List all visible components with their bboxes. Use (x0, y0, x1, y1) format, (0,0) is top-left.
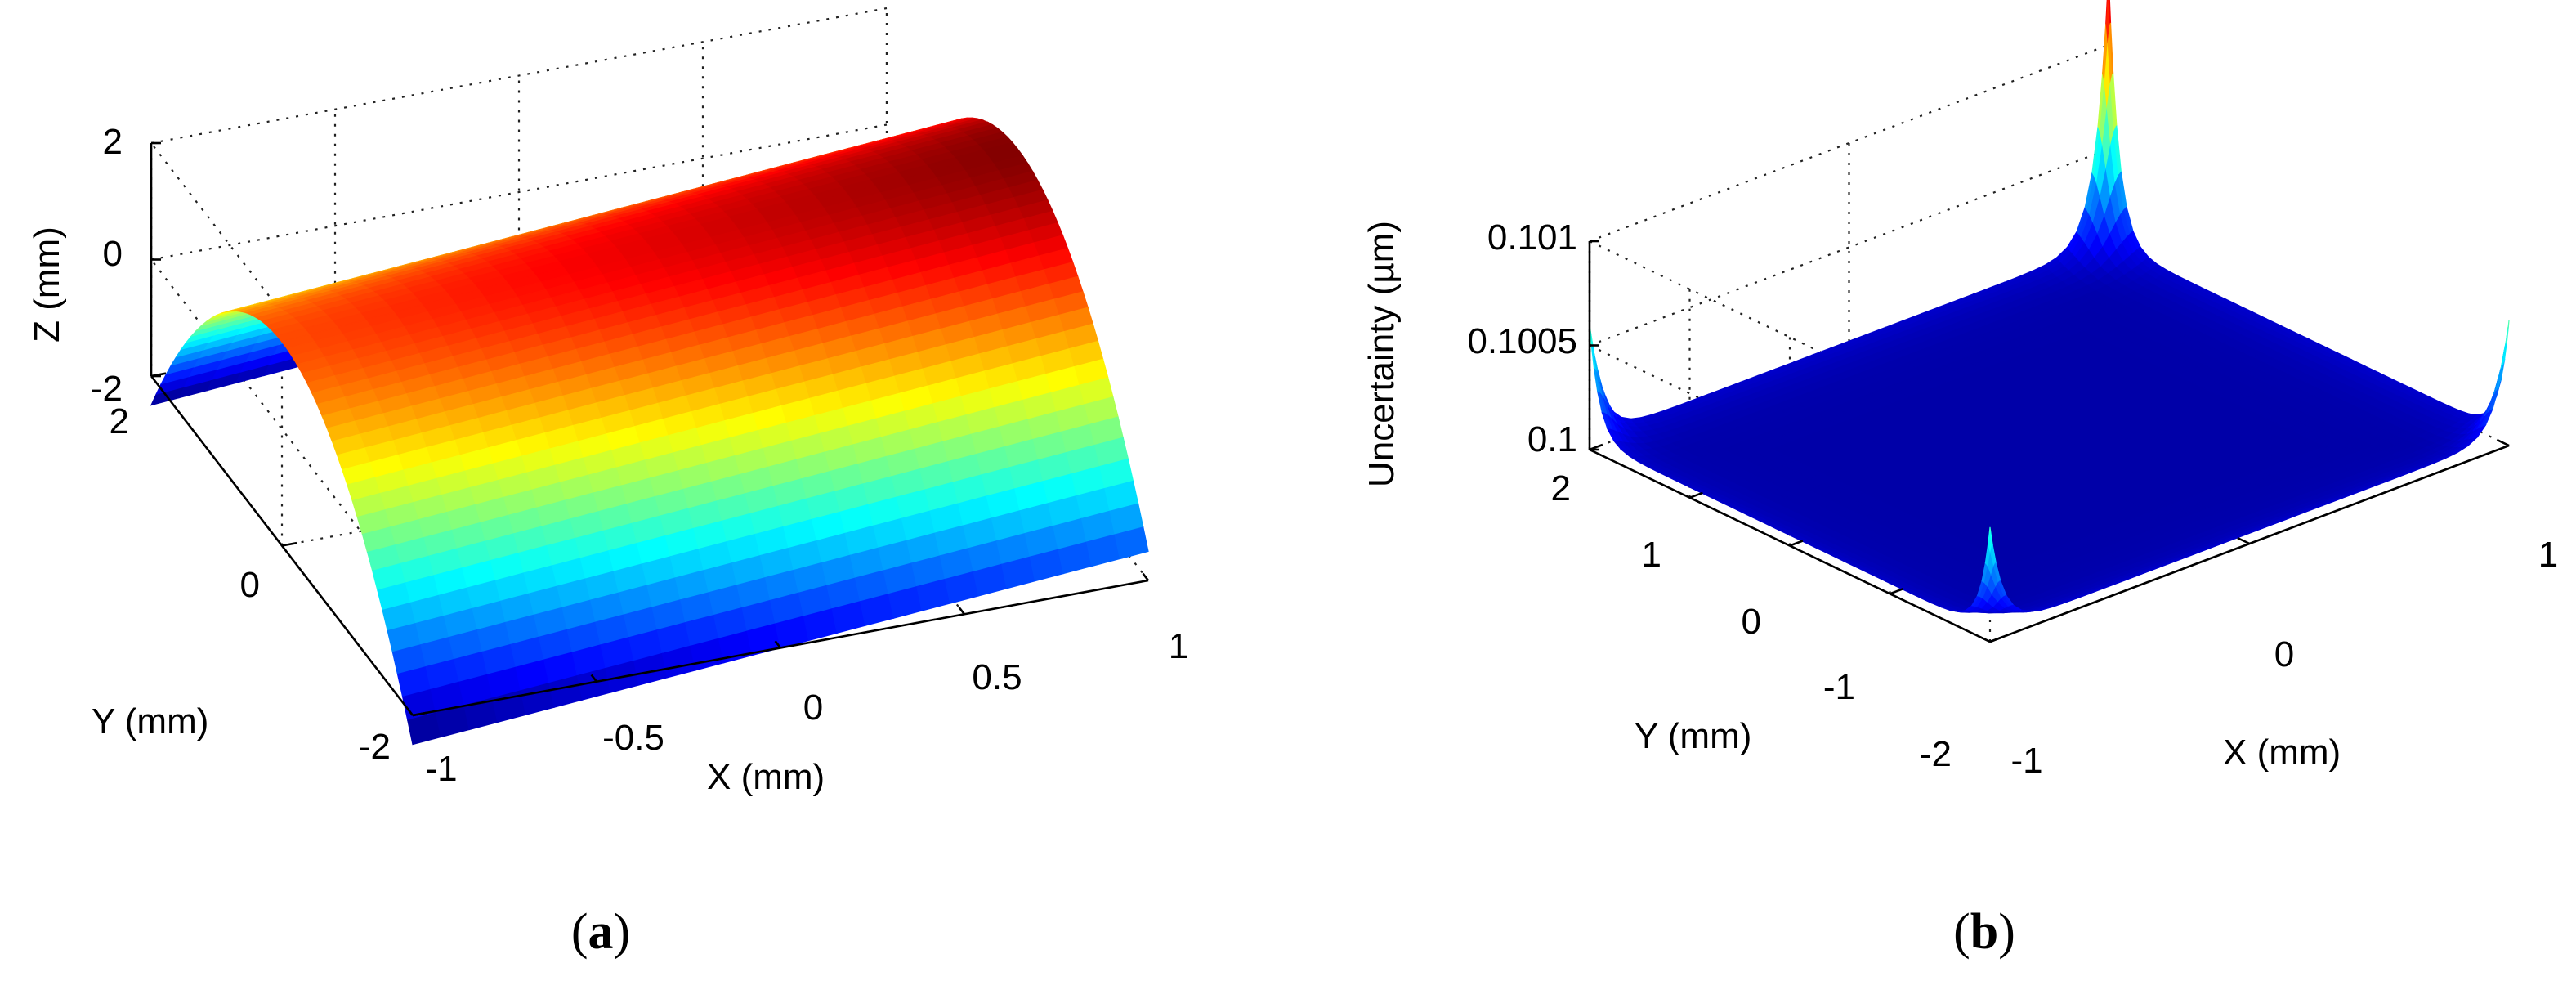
panel-b-surface-plot: 0.1 0.1005 0.101 2 1 0 -1 -2 -1 0 1 Unce… (1362, 0, 2558, 781)
panel-a-axes (150, 141, 1150, 717)
grid-line (150, 123, 888, 261)
panel-b-caption: (b) (1953, 904, 2015, 960)
panel-b-y-tick: -1 (1823, 667, 1855, 707)
panel-b-z-tick: 0.1005 (1467, 321, 1577, 361)
panel-a-y-tick: 0 (240, 565, 260, 605)
panel-a-x-tick: 0 (803, 688, 823, 728)
panel-b-z-label: Uncertainty (µm) (1362, 221, 1402, 487)
panel-a-surface (150, 117, 1149, 746)
panel-a-surface-plot: -2 0 2 2 0 -2 -1 -0.5 0 0.5 1 Z (mm) Y (… (27, 7, 1188, 797)
panel-b-y-tick: -2 (1920, 734, 1952, 774)
panel-a-x-tick: -0.5 (602, 718, 664, 758)
panel-a-z-tick: 0 (103, 234, 123, 274)
panel-b-x-tick: 0 (2274, 634, 2294, 674)
caption-paren: ( (571, 904, 588, 960)
panel-b-x-tick: 1 (2538, 535, 2558, 575)
panel-a-y-tick: -2 (359, 727, 391, 767)
panel-b-z-tick: 0.101 (1487, 217, 1577, 258)
panel-b-x-tick-mark (1977, 634, 1991, 643)
caption-letter: b (1970, 904, 1998, 960)
caption-paren: ) (1998, 904, 2015, 960)
panel-b-z-tick: 0.1 (1527, 419, 1577, 459)
panel-a-x-tick-mark (958, 607, 966, 616)
panel-a-x-tick-mark (406, 707, 414, 716)
panel-b-x-tick: -1 (2010, 741, 2042, 781)
panel-b-y-tick-mark (1689, 491, 1703, 499)
caption-paren: ( (1953, 904, 1970, 960)
panel-a-y-tick-mark (281, 541, 297, 547)
panel-b-y-label: Y (mm) (1635, 716, 1751, 756)
panel-b-y-tick: 0 (1742, 602, 1761, 642)
panel-b-y-tick-mark (1789, 540, 1804, 547)
panel-b-y-tick: 1 (1642, 535, 1661, 575)
panel-a-x-tick-mark (1142, 572, 1150, 581)
panel-a-y-label: Y (mm) (92, 701, 208, 741)
panel-a-y-tick-mark (412, 711, 428, 717)
panel-a-x-label: X (mm) (707, 757, 825, 797)
grid-line (1589, 43, 2109, 243)
grid-line (1589, 148, 2109, 347)
panel-b-x-tick-mark (2237, 536, 2251, 545)
panel-b-y-tick-mark (1890, 588, 1903, 595)
panel-b-x-label: X (mm) (2223, 732, 2341, 773)
panel-a-caption: (a) (571, 904, 630, 960)
panel-b-y-tick: 2 (1551, 468, 1571, 508)
panel-a-x-tick-mark (590, 674, 598, 683)
panel-a-y-tick: 2 (110, 401, 129, 441)
panel-a-z-tick: -2 (91, 369, 123, 409)
caption-paren: ) (614, 904, 631, 960)
caption-letter: a (588, 904, 614, 960)
panel-a-z-tick: 2 (103, 122, 123, 162)
panel-b-axes (1588, 240, 2510, 643)
panel-a-x-tick: 1 (1169, 626, 1188, 666)
panel-a-x-tick: 0.5 (972, 657, 1022, 697)
panel-a-x-tick-mark (774, 640, 782, 649)
grid-line (150, 7, 888, 145)
panel-a-z-label: Z (mm) (27, 226, 67, 343)
panel-b-surface (1589, 0, 2510, 614)
panel-a-x-tick: -1 (425, 749, 457, 789)
panel-b-y-tick-mark (1989, 635, 2004, 643)
surface-patch (1114, 526, 1149, 560)
surface-patch (2507, 320, 2510, 329)
panel-b-x-tick-mark (2496, 438, 2510, 447)
